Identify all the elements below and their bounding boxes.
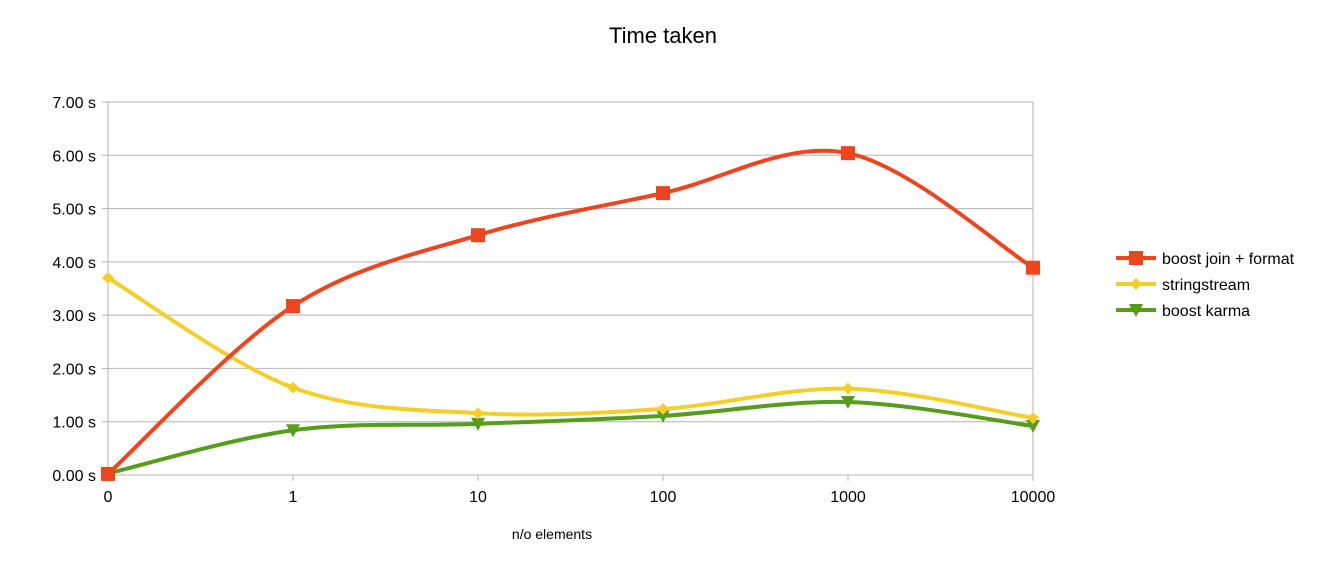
- series-line: [106, 275, 1035, 420]
- series-boost-join-format: [101, 146, 1040, 481]
- data-point: [656, 186, 670, 201]
- legend-marker: [1129, 304, 1143, 317]
- data-point: [102, 271, 114, 284]
- data-point: [657, 402, 669, 415]
- series-layer: [101, 146, 1040, 481]
- data-point: [841, 146, 855, 161]
- series-line: [106, 399, 1035, 476]
- x-tick-label: 1000: [830, 489, 866, 506]
- data-point: [1026, 419, 1040, 433]
- data-point: [472, 407, 484, 420]
- data-point: [841, 395, 855, 409]
- data-point: [1026, 260, 1040, 275]
- y-tick-label: 6.00 s: [52, 148, 96, 165]
- y-tick-label: 0.00 s: [52, 468, 96, 485]
- x-tick-label: 1: [289, 489, 298, 506]
- x-tick-label: 100: [650, 489, 677, 506]
- series-boost-karma: [101, 395, 1040, 481]
- data-point: [286, 299, 300, 314]
- y-tick-label: 3.00 s: [52, 308, 96, 325]
- y-tick-label: 4.00 s: [52, 255, 96, 272]
- chart-title: Time taken: [609, 23, 717, 48]
- x-tick-label: 10: [469, 489, 487, 506]
- series-stringstream: [102, 271, 1039, 424]
- data-point: [471, 228, 485, 243]
- legend-item: boost join + format: [1116, 251, 1295, 268]
- x-tick-label: 10000: [1011, 489, 1056, 506]
- legend-label: boost karma: [1162, 303, 1250, 320]
- legend-item: boost karma: [1116, 303, 1250, 320]
- legend: boost join + format stringstream boost kar…: [1116, 251, 1295, 320]
- y-tick-label: 2.00 s: [52, 361, 96, 378]
- data-point: [286, 424, 300, 438]
- legend-marker: [1130, 278, 1142, 290]
- data-point: [471, 417, 485, 431]
- x-axis-ticks: 0 1 10 100 1000 10000: [104, 489, 1056, 506]
- legend-label: stringstream: [1162, 277, 1250, 294]
- legend-item: stringstream: [1116, 277, 1250, 294]
- y-tick-label: 7.00 s: [52, 95, 96, 112]
- x-tick-label: 0: [104, 489, 113, 506]
- series-line: [106, 148, 1035, 476]
- data-point: [101, 466, 115, 481]
- x-axis-title: n/o elements: [512, 526, 592, 542]
- data-point: [1027, 411, 1039, 424]
- gridlines: [102, 101, 1034, 481]
- legend-label: boost join + format: [1162, 251, 1295, 268]
- y-axis-ticks: 0.00 s 1.00 s 2.00 s 3.00 s 4.00 s 5.00 s 6.00…: [52, 95, 96, 485]
- legend-marker: [1129, 251, 1143, 265]
- data-point: [287, 381, 299, 394]
- data-point: [842, 382, 854, 395]
- data-point: [656, 409, 670, 423]
- y-tick-label: 1.00 s: [52, 415, 96, 432]
- y-tick-label: 5.00 s: [52, 202, 96, 219]
